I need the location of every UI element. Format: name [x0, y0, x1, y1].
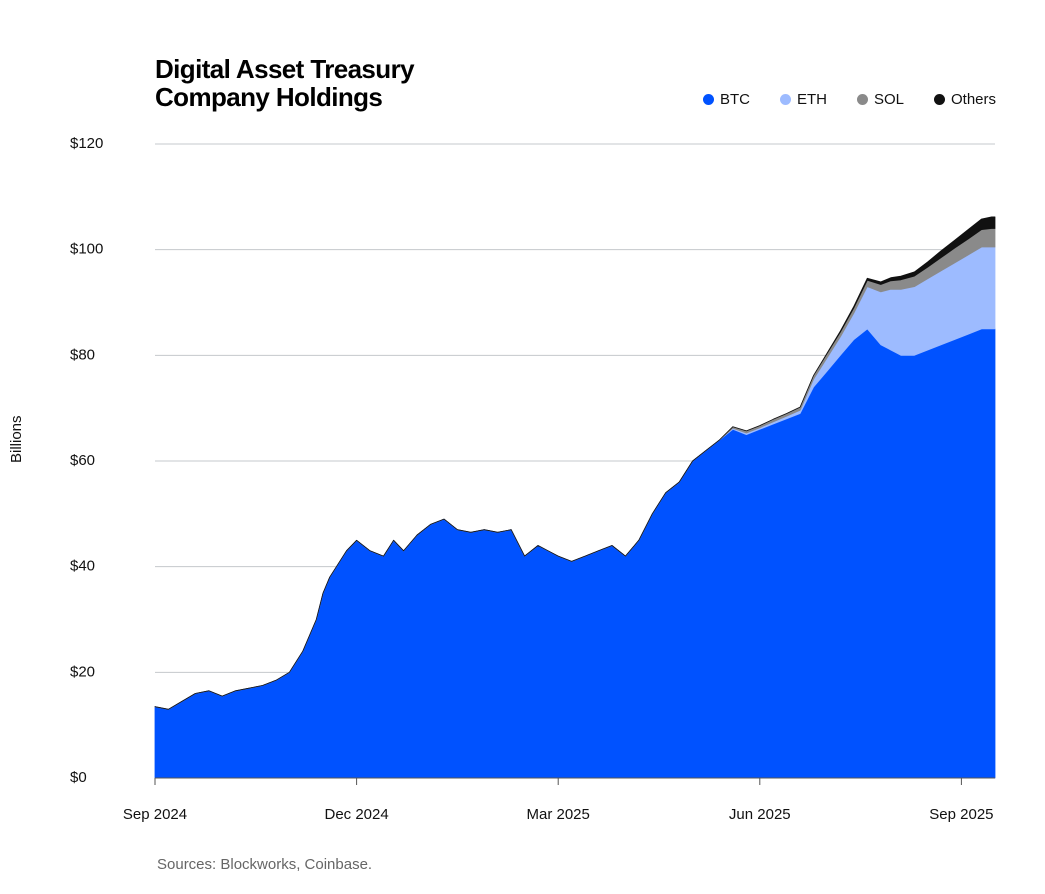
area-btc — [154, 328, 996, 779]
x-tick-label: Mar 2025 — [527, 806, 590, 823]
y-tick-label: $60 — [70, 452, 95, 469]
legend-label-others: Others — [950, 91, 996, 108]
legend-label-eth: ETH — [796, 91, 827, 108]
legend-swatch-btc — [702, 94, 714, 105]
chart-title-line-2: Company Holdings — [155, 82, 383, 112]
x-tick-label: Jun 2025 — [729, 806, 791, 823]
chart-title-line-1: Digital Asset Treasury — [155, 54, 415, 84]
stacked-areas — [154, 216, 996, 779]
legend-label-sol: SOL — [873, 91, 904, 108]
legend-item-others: Others — [933, 91, 996, 108]
x-axis — [154, 777, 995, 785]
legend-swatch-others — [933, 94, 945, 105]
source-note: Sources: Blockworks, Coinbase. — [157, 856, 373, 873]
legend-item-btc: BTC — [702, 91, 750, 108]
y-tick-labels: $0 $20 $40 $60 $80 $100 $120 — [70, 135, 103, 786]
legend-swatch-sol — [856, 94, 868, 105]
y-tick-label: $20 — [70, 663, 95, 680]
y-tick-label: $40 — [70, 558, 95, 575]
area-others — [154, 216, 996, 710]
legend-item-sol: SOL — [856, 91, 904, 108]
y-tick-label: $100 — [70, 241, 103, 258]
y-tick-label: $0 — [70, 769, 87, 786]
x-tick-label: Sep 2024 — [123, 806, 187, 823]
legend: BTC ETH SOL Others — [702, 91, 996, 108]
chart-title: Digital Asset Treasury Company Holdings — [155, 55, 555, 111]
legend-swatch-eth — [779, 94, 791, 105]
legend-label-btc: BTC — [719, 91, 750, 108]
x-tick-labels: Sep 2024 Dec 2024 Mar 2025 Jun 2025 Sep 2025 — [123, 806, 994, 823]
y-tick-label: $80 — [70, 346, 95, 363]
legend-item-eth: ETH — [779, 91, 827, 108]
x-tick-label: Dec 2024 — [324, 806, 388, 823]
y-tick-label: $120 — [70, 135, 103, 152]
x-tick-label: Sep 2025 — [929, 806, 993, 823]
